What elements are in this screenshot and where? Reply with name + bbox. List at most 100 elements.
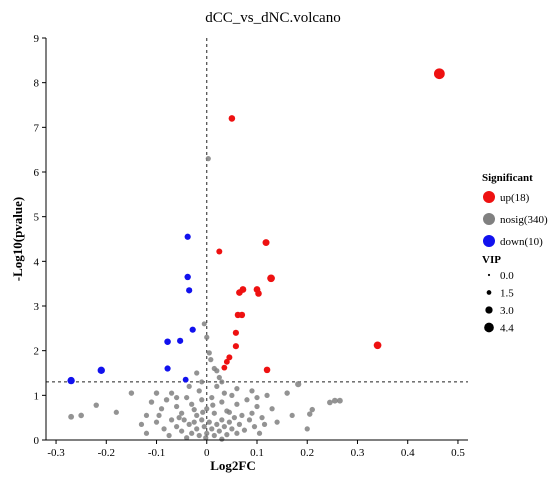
nosig-point [208,356,214,363]
nosig-point [93,402,99,408]
nosig-point [327,399,333,406]
nosig-point [219,417,225,423]
nosig-point [206,419,212,425]
x-axis-title: Log2FC [210,458,256,473]
nosig-point [249,410,255,416]
nosig-point [229,426,235,432]
nosig-point [194,412,200,419]
nosig-point [128,390,135,396]
legend-marker [483,235,495,247]
up-point [267,274,275,283]
nosig-point [214,421,220,427]
nosig-point [204,430,210,436]
nosig-point [113,409,119,415]
x-tick-label: 0.3 [351,447,365,459]
y-tick-label: 9 [34,33,40,45]
nosig-point [205,155,211,162]
nosig-point [307,411,313,417]
legend-vip-title: VIP [482,254,501,266]
nosig-point [199,379,205,385]
nosig-point [254,403,260,410]
nosig-point [224,432,230,438]
vip-legend-label: 4.4 [500,323,514,335]
down-point [177,337,184,344]
vip-legend-marker [485,306,493,314]
vip-legend-label: 0.0 [500,270,514,282]
legend-label: up(18) [500,192,530,204]
nosig-point [251,423,258,430]
nosig-point [138,421,145,427]
nosig-point [244,397,250,403]
nosig-point [295,381,302,388]
nosig-point [158,406,165,412]
nosig-point [196,432,202,439]
y-tick-label: 3 [34,301,40,313]
x-tick-label: 0.2 [300,447,314,459]
nosig-point [256,430,263,436]
nosig-point [246,417,253,423]
nosig-point [143,412,150,419]
nosig-point [176,415,182,421]
axes [45,38,468,441]
y-tick-label: 7 [34,122,40,134]
nosig-point [204,406,210,412]
nosig-point [234,401,240,407]
up-point [232,329,239,336]
up-point [236,289,243,296]
y-tick-label: 6 [34,167,40,179]
nosig-point [203,435,209,441]
down-point [97,366,105,374]
nosig-point [259,415,265,421]
nosig-point [239,412,245,419]
nosig-point [161,426,167,432]
nosig-point [219,399,225,405]
nosig-point [231,415,238,421]
nosig-point [173,403,180,410]
nosig-point [194,426,200,432]
x-axis-ticks: -0.3 -0.2 -0.1 0 0.1 0.2 0.3 0.4 0.5 [47,440,465,459]
nosig-point [221,423,227,430]
nosig-point [184,435,190,441]
nosig-point [210,402,216,408]
nosig-point [249,388,255,394]
up-points [216,68,445,374]
legend-label: nosig(340) [500,214,548,226]
nosig-point [166,432,172,439]
legend-label: down(10) [500,236,543,248]
nosig-point [196,388,202,394]
y-tick-label: 2 [34,346,40,358]
chart-title: dCC_vs_dNC.volcano [205,10,340,26]
nosig-point [274,419,280,425]
legend-significant-title: Significant [482,172,533,184]
down-point [184,233,191,240]
nosig-point [201,423,207,430]
down-points [67,233,196,385]
down-point [184,273,191,281]
nosig-point [200,409,206,415]
nosig-point [219,379,225,385]
down-point [186,287,193,294]
nosig-point [206,350,212,356]
up-point [433,68,445,80]
vip-legend-label: 3.0 [500,305,514,317]
x-tick-label: -0.3 [47,447,65,459]
legend-marker [483,213,495,225]
nosig-point [284,390,290,396]
nosig-point [234,430,240,436]
vip-legend-marker [486,290,492,295]
nosig-point [191,419,197,425]
vip-legend-label: 1.5 [500,288,514,300]
vip-legend-marker [484,322,494,333]
y-axis-ticks: 0 1 2 3 4 5 6 7 8 9 [34,33,46,447]
x-tick-label: 0 [204,447,210,459]
nosig-point [211,432,217,439]
nosig-point [241,427,248,433]
nosig-points [68,155,343,442]
nosig-point [204,334,210,340]
nosig-point [199,397,205,403]
legend-marker [483,191,495,203]
up-point [226,354,233,361]
nosig-point [191,407,197,413]
nosig-point [173,394,180,401]
